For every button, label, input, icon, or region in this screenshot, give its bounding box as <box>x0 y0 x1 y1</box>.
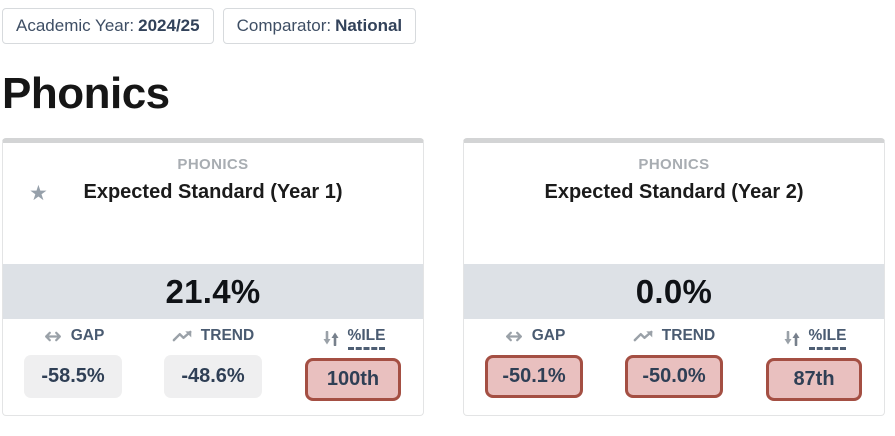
percentile-stat: %ILE 100th <box>283 327 423 402</box>
comparator-label: Comparator: <box>236 16 332 35</box>
down-up-arrows-icon <box>321 331 341 347</box>
card-category: PHONICS <box>638 156 710 174</box>
stats-row: GAP -58.5% TREND -48.6% <box>3 319 423 402</box>
gap-value-box[interactable]: -50.1% <box>485 354 583 398</box>
comparator-value: National <box>335 16 403 35</box>
headline-value-band: 21.4% <box>3 264 423 320</box>
gap-label-text: GAP <box>70 327 105 345</box>
gap-label: GAP <box>503 327 566 345</box>
academic-year-value: 2024/25 <box>138 16 200 35</box>
filter-bar: Academic Year: 2024/25 Comparator: Nationa… <box>2 8 895 44</box>
percentile-label: %ILE <box>782 327 847 351</box>
trend-up-icon <box>633 329 655 343</box>
trend-label-text: TREND <box>661 327 716 345</box>
trend-value-box[interactable]: -50.0% <box>625 355 723 399</box>
stats-row: GAP -50.1% TREND -50.0% <box>464 319 884 402</box>
trend-label: TREND <box>172 327 254 345</box>
trend-label-text: TREND <box>200 327 255 345</box>
gap-stat: GAP -58.5% <box>3 327 143 401</box>
headline-value: 0.0% <box>635 272 713 310</box>
left-right-arrows-icon <box>503 330 525 343</box>
percentile-label-text: %ILE <box>808 327 847 351</box>
headline-value-band: 0.0% <box>464 264 884 320</box>
gap-value-box[interactable]: -58.5% <box>24 354 122 398</box>
gap-label-text: GAP <box>531 327 566 345</box>
card-category: PHONICS <box>177 156 249 174</box>
phonics-year2-card[interactable]: PHONICS Expected Standard (Year 2) 0.0% … <box>463 138 885 417</box>
card-header: PHONICS ★ Expected Standard (Year 1) <box>3 143 423 264</box>
percentile-stat: %ILE 87th <box>744 327 884 402</box>
academic-year-filter[interactable]: Academic Year: 2024/25 <box>2 8 214 44</box>
card-title: Expected Standard (Year 2) <box>544 181 804 204</box>
card-title: Expected Standard (Year 1) <box>83 181 343 204</box>
academic-year-label: Academic Year: <box>16 16 135 35</box>
trend-label: TREND <box>633 327 715 345</box>
headline-value: 21.4% <box>165 272 261 310</box>
percentile-value-box[interactable]: 100th <box>305 358 401 402</box>
card-header: PHONICS Expected Standard (Year 2) <box>464 143 884 264</box>
gap-stat: GAP -50.1% <box>464 327 604 401</box>
page-title: Phonics <box>2 69 170 118</box>
gap-label: GAP <box>42 327 105 345</box>
star-icon[interactable]: ★ <box>29 182 48 206</box>
down-up-arrows-icon <box>782 331 802 347</box>
percentile-label-text: %ILE <box>347 327 386 351</box>
percentile-value-box[interactable]: 87th <box>766 358 862 402</box>
percentile-label: %ILE <box>321 327 386 351</box>
trend-stat: TREND -50.0% <box>604 327 744 401</box>
phonics-year1-card[interactable]: PHONICS ★ Expected Standard (Year 1) 21.… <box>2 138 424 417</box>
trend-up-icon <box>172 329 194 343</box>
comparator-filter[interactable]: Comparator: National <box>222 8 417 44</box>
trend-stat: TREND -48.6% <box>143 327 283 401</box>
left-right-arrows-icon <box>42 330 64 343</box>
trend-value-box[interactable]: -48.6% <box>164 355 262 399</box>
cards-row: PHONICS ★ Expected Standard (Year 1) 21.… <box>2 138 895 417</box>
